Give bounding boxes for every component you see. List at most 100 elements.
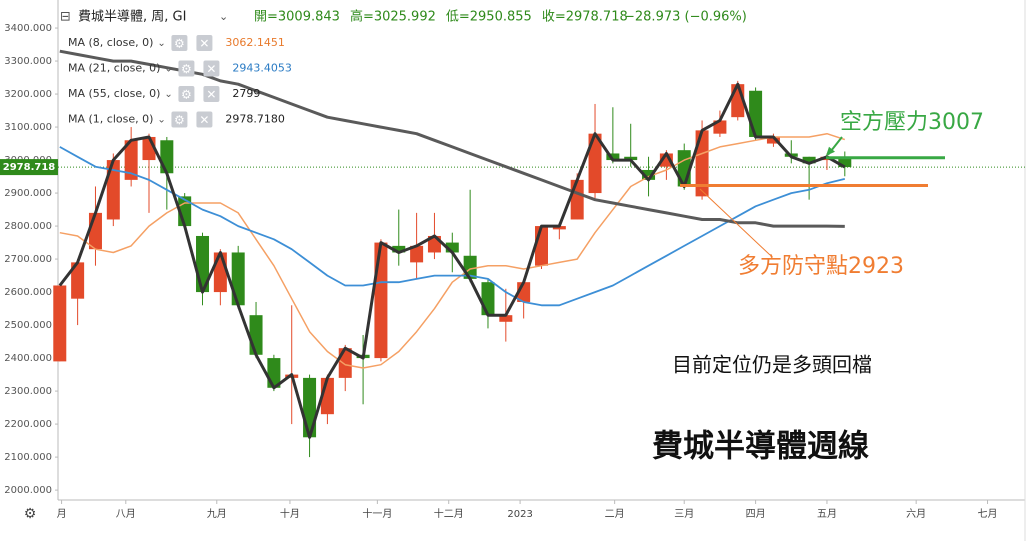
- close-icon: ✕: [199, 113, 209, 127]
- settings-icon[interactable]: ⚙: [24, 506, 37, 522]
- x-tick-label: 四月: [746, 508, 766, 520]
- legend-value: 2943.4053: [232, 62, 292, 75]
- settings-icon: ⚙: [174, 37, 185, 51]
- y-tick-label: 2000.000: [4, 485, 52, 496]
- candle-body: [124, 140, 138, 180]
- last-price-box: [0, 159, 58, 176]
- y-tick-label: 2100.000: [4, 452, 52, 463]
- y-tick-label: 2600.000: [4, 287, 52, 298]
- candle-body: [535, 226, 548, 266]
- resistance-label: 空方壓力3007: [840, 110, 984, 135]
- ma-line: [58, 82, 846, 439]
- ohlc-value: 開=3009.843: [254, 10, 340, 25]
- resistance-arrowhead: [826, 146, 835, 156]
- x-tick-label: 十一月: [362, 507, 392, 520]
- close-button[interactable]: [196, 111, 213, 128]
- y-tick-label: 2500.000: [4, 320, 52, 331]
- candle-body: [749, 90, 763, 137]
- candle-body: [71, 262, 85, 299]
- ohlc-value: 收=2978.718: [542, 10, 628, 25]
- close-button[interactable]: [196, 35, 213, 51]
- candle-body: [499, 315, 513, 322]
- x-tick-label: 七月: [978, 508, 998, 520]
- y-tick-label: 2400.000: [4, 353, 52, 364]
- support-arrow: [699, 188, 771, 256]
- legend-value: 3062.1451: [225, 36, 285, 49]
- legend-name: MA (8, close, 0): [68, 36, 153, 49]
- candle-body: [570, 179, 584, 220]
- settings-button[interactable]: [178, 60, 195, 77]
- candle-body: [410, 245, 424, 263]
- ohlc-row: 開=3009.843 高=3025.992 低=2950.855 收=2978.718: [254, 9, 628, 25]
- x-tick-label: 十二月: [434, 507, 464, 520]
- annotation: 目前定位仍是多頭回檔: [672, 353, 872, 377]
- x-tick-label: 三月: [674, 508, 694, 520]
- x-tick-label: 月: [57, 508, 67, 520]
- candle-body: [802, 156, 816, 164]
- candle-body: [160, 140, 174, 174]
- x-tick-label: 八月: [116, 508, 136, 520]
- settings-icon: ⚙: [174, 113, 185, 127]
- annotation-title: 費城半導體週線: [652, 429, 869, 465]
- x-tick-label: 九月: [207, 508, 227, 520]
- y-tick-label: 3400.000: [4, 23, 52, 34]
- close-icon: ✕: [206, 62, 216, 76]
- legend-dropdown: ⌄: [164, 89, 172, 100]
- legend-dropdown: ⌄: [157, 38, 165, 49]
- legend-name: MA (55, close, 0): [68, 87, 160, 100]
- candle-body: [106, 160, 120, 220]
- support-label: 多方防守點2923: [738, 254, 904, 279]
- y-tick-label: 2300.000: [4, 386, 52, 397]
- y-tick-label: 2200.000: [4, 419, 52, 430]
- close-button[interactable]: [203, 86, 220, 102]
- candle-body: [338, 348, 352, 378]
- collapse-icon[interactable]: ⊟: [60, 10, 71, 25]
- ohlc-value: 低=2950.855: [446, 10, 532, 25]
- y-tick-label: 3100.000: [4, 122, 52, 133]
- candle-body: [481, 282, 495, 316]
- dropdown-icon[interactable]: ⌄: [219, 10, 228, 23]
- close-icon: ✕: [199, 37, 209, 51]
- y-tick-label: 3300.000: [4, 56, 52, 67]
- candle-body: [374, 242, 388, 359]
- candle-body: [231, 252, 245, 306]
- legend-value: 2978.7180: [225, 113, 285, 126]
- y-tick-label: 2900.000: [4, 188, 52, 199]
- candle-body: [53, 285, 67, 362]
- candle-body: [642, 169, 656, 180]
- candle-body: [303, 377, 317, 438]
- settings-icon: ⚙: [181, 62, 192, 76]
- ohlc-value: 高=3025.992: [350, 9, 436, 25]
- chart-title: 費城半導體, 周, GI: [78, 10, 186, 25]
- candle-body: [766, 136, 780, 144]
- x-tick-label: 二月: [605, 508, 625, 520]
- legend-name: MA (1, close, 0): [68, 113, 153, 126]
- settings-icon: ⚙: [181, 88, 192, 102]
- settings-button[interactable]: [178, 86, 195, 102]
- y-tick-label: 2700.000: [4, 254, 52, 265]
- candle-body: [88, 212, 102, 250]
- legend-value: 2799: [232, 87, 260, 100]
- candle-body: [588, 133, 602, 194]
- x-tick-label: 十月: [280, 507, 300, 520]
- candle-body: [445, 242, 459, 253]
- candle-body: [624, 156, 638, 161]
- y-tick-label: 2800.000: [4, 221, 52, 232]
- x-tick-label: 五月: [817, 508, 837, 520]
- candle-body: [606, 153, 620, 161]
- x-tick-label: 2023: [507, 509, 532, 520]
- settings-button[interactable]: [171, 111, 188, 128]
- legend-name: MA (21, close, 0): [68, 62, 160, 75]
- close-button[interactable]: [203, 60, 220, 77]
- candle-body: [552, 226, 566, 230]
- candle-body: [695, 130, 709, 197]
- settings-button[interactable]: [171, 35, 188, 51]
- candle-body: [213, 252, 227, 293]
- candle-body: [249, 315, 263, 355]
- last-price-label: 2978.718: [3, 162, 56, 173]
- candle-body: [838, 156, 852, 168]
- legend-dropdown: ⌄: [157, 115, 165, 126]
- candle-body: [392, 245, 406, 253]
